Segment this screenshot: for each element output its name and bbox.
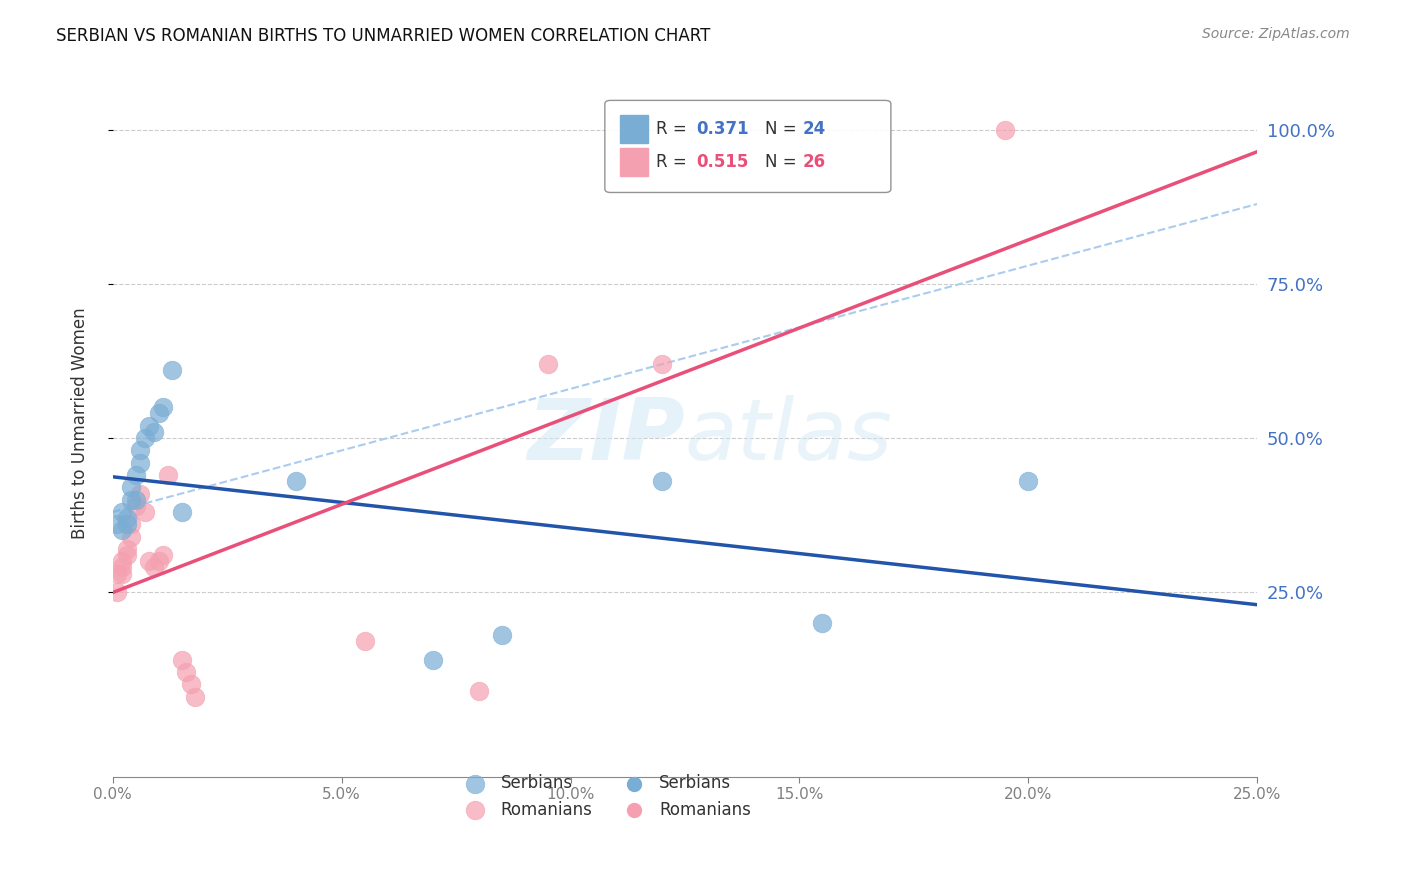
Serbians [125, 468, 148, 483]
Text: atlas: atlas [685, 395, 893, 478]
Serbians [811, 615, 834, 630]
Text: 26: 26 [803, 153, 825, 171]
Romanians [107, 585, 129, 599]
Romanians [537, 357, 560, 371]
Serbians [107, 517, 129, 532]
Romanians [120, 530, 142, 544]
Romanians [143, 560, 166, 574]
Text: Source: ZipAtlas.com: Source: ZipAtlas.com [1202, 27, 1350, 41]
Romanians [138, 554, 160, 568]
Text: N =: N = [765, 153, 801, 171]
Y-axis label: Births to Unmarried Women: Births to Unmarried Women [72, 307, 89, 539]
Romanians [468, 683, 491, 698]
Text: R =: R = [657, 120, 692, 137]
Serbians [125, 492, 148, 507]
Romanians [111, 554, 134, 568]
Serbians [129, 456, 152, 470]
Serbians [651, 474, 673, 488]
Romanians [184, 690, 207, 704]
Serbians [120, 480, 142, 494]
Romanians [180, 677, 202, 691]
Romanians [994, 123, 1017, 137]
Serbians [143, 425, 166, 439]
Serbians [111, 524, 134, 538]
Serbians [422, 653, 444, 667]
Serbians [138, 418, 160, 433]
Romanians [353, 634, 375, 648]
Serbians [129, 443, 152, 458]
Text: N =: N = [765, 120, 801, 137]
Text: SERBIAN VS ROMANIAN BIRTHS TO UNMARRIED WOMEN CORRELATION CHART: SERBIAN VS ROMANIAN BIRTHS TO UNMARRIED … [56, 27, 710, 45]
Serbians [115, 517, 138, 532]
Romanians [111, 566, 134, 581]
Serbians [491, 628, 513, 642]
Romanians [107, 566, 129, 581]
Serbians [162, 363, 184, 377]
Bar [620, 114, 648, 143]
Romanians [174, 665, 197, 680]
Romanians [134, 505, 156, 519]
Bar [620, 148, 648, 177]
Text: ZIP: ZIP [527, 395, 685, 478]
Serbians [111, 505, 134, 519]
Romanians [129, 486, 152, 500]
FancyBboxPatch shape [605, 101, 891, 193]
Romanians [111, 560, 134, 574]
Serbians [115, 511, 138, 525]
Serbians [148, 407, 170, 421]
Text: 0.371: 0.371 [696, 120, 749, 137]
Romanians [120, 517, 142, 532]
Text: 0.515: 0.515 [696, 153, 749, 171]
Romanians [115, 548, 138, 562]
Serbians [170, 505, 193, 519]
Text: R =: R = [657, 153, 692, 171]
Serbians [1017, 474, 1039, 488]
Serbians [284, 474, 307, 488]
Text: 24: 24 [803, 120, 827, 137]
Romanians [152, 548, 174, 562]
Romanians [125, 499, 148, 513]
Romanians [115, 541, 138, 556]
Serbians [120, 492, 142, 507]
Serbians [152, 401, 174, 415]
Romanians [651, 357, 673, 371]
Romanians [170, 653, 193, 667]
Romanians [156, 468, 179, 483]
Legend: Serbians, Romanians, Serbians, Romanians: Serbians, Romanians, Serbians, Romanians [453, 767, 758, 825]
Serbians [134, 431, 156, 445]
Romanians [148, 554, 170, 568]
